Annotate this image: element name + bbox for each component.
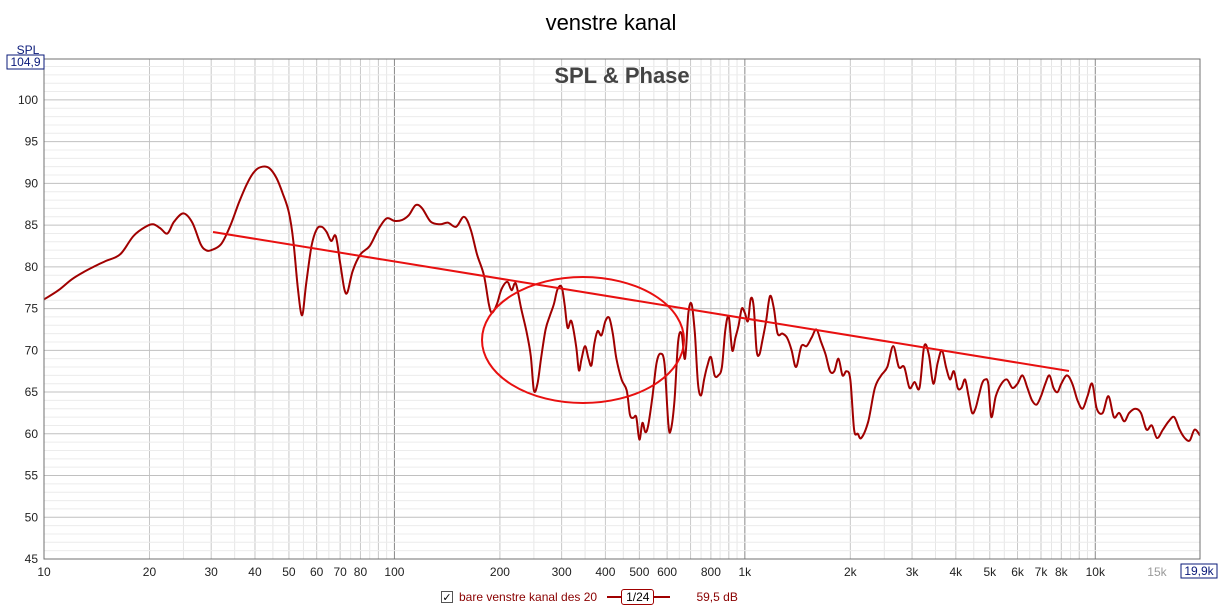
legend-checkbox[interactable]: ✓ [441,591,453,604]
legend-series-name[interactable]: bare venstre kanal des 20 [459,590,598,604]
x-max-box[interactable] [1180,563,1218,579]
x-min-label: 10 [37,565,51,579]
x-tick-label: 10k [1086,565,1106,579]
x-tick-label: 4k [949,565,963,579]
y-tick-label: 70 [25,343,39,357]
highlight-ellipse [481,276,685,404]
x-tick-label: 60 [310,565,324,579]
x-tick-label: 400 [595,565,615,579]
x-axis: 20 30 40 50 60 70 80 100 200 300 400 500 600 800 1k 2k 3… [143,565,1168,579]
y-tick-label: 60 [25,427,39,441]
x-tick-label: 7k [1035,565,1049,579]
legend-smoothing-badge[interactable]: 1/24 [621,589,655,605]
y-tick-label: 50 [25,510,39,524]
y-axis-label: SPL [17,43,40,57]
legend: ✓ bare venstre kanal des 20 1/24 59,5 dB [441,588,738,606]
annotation-layer [212,231,1070,404]
series-layer [44,165,1200,442]
series-line [44,165,1200,442]
x-tick-label: 30 [205,565,219,579]
y-tick-label: 75 [25,302,39,316]
legend-cursor-value: 59,5 dB [696,590,738,604]
x-tick-label: 3k [906,565,920,579]
page-title: venstre kanal [545,10,677,35]
grid [44,59,1200,560]
x-tick-label: 80 [354,565,368,579]
y-tick-label: 55 [25,469,39,483]
x-tick-label: 500 [629,565,649,579]
x-tick-label: 300 [552,565,572,579]
x-tick-label: 20 [143,565,157,579]
y-max-box[interactable] [6,54,45,70]
legend-line-swatch [654,596,671,598]
y-tick-label: 90 [25,176,39,190]
x-tick-label: 50 [282,565,296,579]
trend-line [212,231,1070,372]
chart-title: SPL & Phase [554,63,689,88]
check-icon: ✓ [442,591,452,604]
y-tick-label: 80 [25,260,39,274]
x-tick-label: 100 [384,565,404,579]
y-tick-label: 45 [25,552,39,566]
x-tick-label: 2k [844,565,858,579]
x-tick-label: 800 [701,565,721,579]
x-max-label: 19,9k [1184,564,1214,578]
y-tick-label: 85 [25,218,39,232]
plot-frame [43,58,1201,560]
y-tick-label: 65 [25,385,39,399]
x-tick-label: 5k [983,565,997,579]
x-tick-label: 6k [1011,565,1025,579]
y-tick-label: 100 [18,93,38,107]
legend-line-swatch [607,596,622,598]
x-tick-label: 8k [1055,565,1069,579]
x-tick-label: 600 [657,565,677,579]
y-tick-label: 95 [25,135,39,149]
x-tick-label: 40 [248,565,262,579]
x-tick-label: 70 [333,565,347,579]
x-tick-label: 15k [1147,565,1167,579]
y-axis: 45 50 55 60 65 70 75 80 85 90 95 100 [18,93,38,566]
y-max-label: 104,9 [10,55,40,69]
x-tick-label: 1k [739,565,753,579]
x-tick-label: 200 [490,565,510,579]
